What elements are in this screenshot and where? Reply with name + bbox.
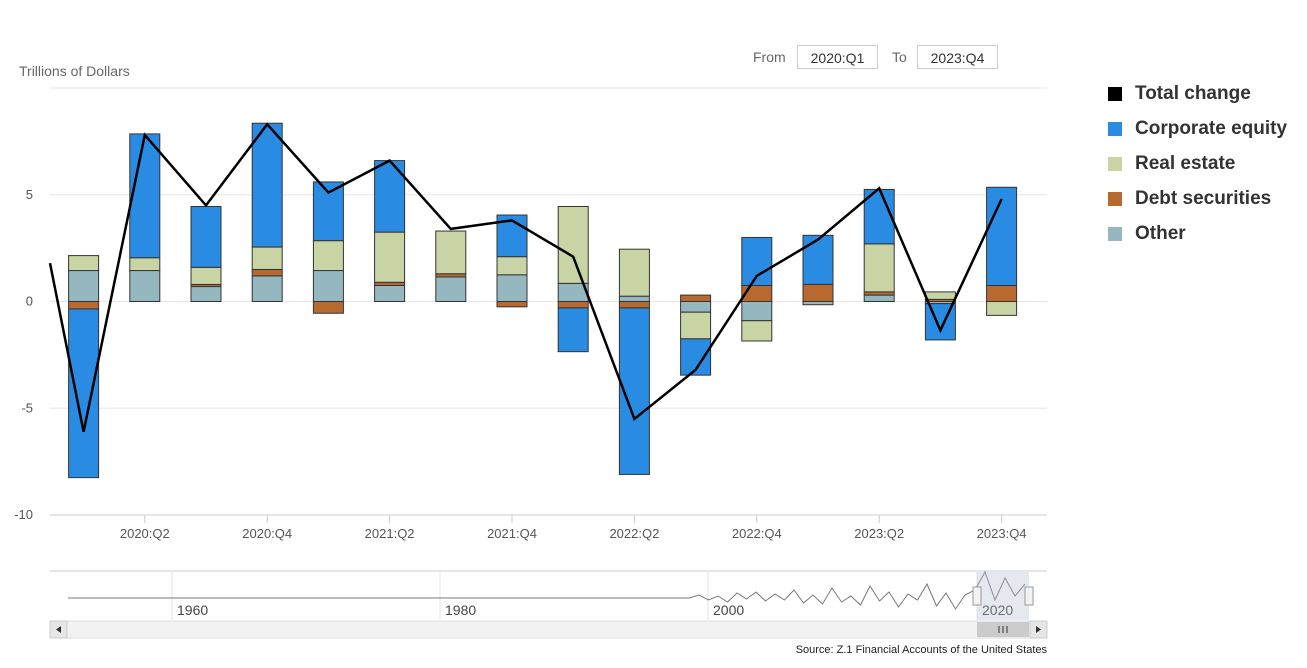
- y-axis: -10 -5 0 5: [14, 187, 33, 522]
- navigator-year-label: 2020: [982, 602, 1013, 618]
- y-tick-label: 0: [26, 294, 33, 309]
- x-tick-label: 2020:Q4: [242, 526, 292, 541]
- navigator-handle-left: [972, 586, 982, 606]
- legend-item-other[interactable]: Other: [1108, 216, 1287, 251]
- bar-debt-securities: [557, 301, 589, 309]
- bar-corporate-equity: [251, 122, 283, 248]
- scroll-right-icon: [1036, 626, 1041, 633]
- bar-debt-securities: [251, 268, 283, 277]
- bar-other: [251, 275, 283, 303]
- bar-other: [618, 295, 650, 303]
- bar-real-estate: [924, 291, 956, 300]
- to-label: To: [892, 49, 907, 65]
- y-tick-label: -5: [21, 400, 33, 415]
- legend: Total change Corporate equity Real estat…: [1108, 76, 1287, 251]
- bar-other: [680, 301, 712, 313]
- y-tick-label: 5: [26, 187, 33, 202]
- bar-real-estate: [251, 246, 283, 270]
- bar-real-estate: [986, 301, 1018, 316]
- bar-debt-securities: [496, 301, 528, 308]
- bar-real-estate: [435, 230, 467, 275]
- bar-other: [741, 301, 773, 322]
- bar-corporate-equity: [741, 236, 773, 286]
- bar-debt-securities: [986, 284, 1018, 302]
- legend-swatch: [1108, 121, 1122, 136]
- bar-real-estate: [557, 205, 589, 284]
- bar-other: [129, 270, 161, 303]
- navigator-year-label: 2000: [713, 602, 744, 618]
- legend-label: Real estate: [1135, 152, 1236, 174]
- x-tick-label: 2021:Q4: [487, 526, 537, 541]
- bar-real-estate: [496, 256, 528, 276]
- bar-corporate-equity: [68, 308, 100, 479]
- legend-item-debt-securities[interactable]: Debt securities: [1108, 181, 1287, 216]
- bar-real-estate: [190, 266, 222, 285]
- total-change-line-group: [48, 122, 1003, 432]
- legend-swatch: [1108, 191, 1122, 206]
- bar-corporate-equity: [129, 133, 161, 259]
- navigator-year-label: 1980: [445, 602, 476, 618]
- x-tick-label: 2022:Q2: [609, 526, 659, 541]
- bar-other: [863, 294, 895, 303]
- bar-real-estate: [863, 243, 895, 293]
- bar-other: [374, 284, 406, 302]
- bar-real-estate: [618, 248, 650, 297]
- x-tick-label: 2021:Q2: [365, 526, 415, 541]
- bar-other: [435, 276, 467, 303]
- bar-corporate-equity: [557, 307, 589, 353]
- legend-label: Other: [1135, 222, 1186, 244]
- legend-swatch: [1108, 226, 1122, 241]
- y-axis-title: Trillions of Dollars: [19, 63, 130, 79]
- bar-real-estate: [129, 257, 161, 272]
- legend-label: Corporate equity: [1135, 117, 1288, 139]
- to-input[interactable]: 2023:Q4: [917, 45, 998, 69]
- legend-item-corporate-equity[interactable]: Corporate equity: [1108, 111, 1287, 146]
- bar-corporate-equity: [190, 205, 222, 268]
- bar-other: [312, 270, 344, 303]
- bar-debt-securities: [802, 283, 834, 303]
- navigator[interactable]: 1960 1980 2000 2020: [49, 570, 1048, 639]
- bar-corporate-equity: [986, 186, 1018, 286]
- legend-swatch: [1108, 156, 1122, 171]
- legend-label: Total change: [1135, 82, 1251, 104]
- navigator-year-label: 1960: [177, 602, 208, 618]
- y-tick-label: -10: [14, 507, 33, 522]
- bar-other: [496, 274, 528, 302]
- bar-real-estate: [741, 320, 773, 342]
- from-input[interactable]: 2020:Q1: [797, 45, 878, 69]
- bar-real-estate: [680, 311, 712, 340]
- bar-real-estate: [312, 240, 344, 272]
- x-tick-label: 2023:Q4: [977, 526, 1027, 541]
- x-tick-label: 2022:Q4: [732, 526, 782, 541]
- scrollbar-track: [49, 620, 1048, 639]
- x-axis: 2020:Q2 2020:Q4 2021:Q2 2021:Q4 2022:Q2 2022:…: [50, 514, 1047, 541]
- bar-other: [190, 286, 222, 302]
- bar-debt-securities: [618, 301, 650, 309]
- navigator-handle-right: [1024, 586, 1034, 606]
- scroll-left-icon: [56, 626, 61, 633]
- from-label: From: [753, 49, 786, 65]
- bar-debt-securities: [680, 294, 712, 303]
- bar-real-estate: [68, 255, 100, 272]
- legend-swatch: [1108, 86, 1122, 101]
- bar-real-estate: [374, 231, 406, 283]
- legend-label: Debt securities: [1135, 187, 1272, 209]
- bar-debt-securities: [312, 301, 344, 314]
- source-note: Source: Z.1 Financial Accounts of the Un…: [795, 644, 1047, 656]
- bar-debt-securities: [68, 301, 100, 310]
- bar-corporate-equity: [863, 188, 895, 245]
- bars: [68, 122, 1018, 479]
- x-tick-label: 2020:Q2: [120, 526, 170, 541]
- legend-item-real-estate[interactable]: Real estate: [1108, 146, 1287, 181]
- legend-item-total-change[interactable]: Total change: [1108, 76, 1287, 111]
- navigator-selection: [977, 572, 1029, 620]
- navigator-series: [68, 570, 1026, 610]
- bar-corporate-equity: [802, 234, 834, 285]
- bar-other: [68, 270, 100, 303]
- total-change-line: [48, 122, 1003, 432]
- x-tick-label: 2023:Q2: [854, 526, 904, 541]
